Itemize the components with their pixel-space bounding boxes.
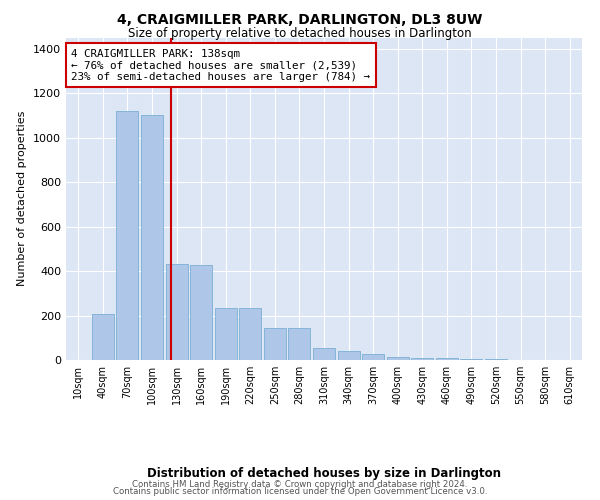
Text: 4 CRAIGMILLER PARK: 138sqm
← 76% of detached houses are smaller (2,539)
23% of s: 4 CRAIGMILLER PARK: 138sqm ← 76% of deta… xyxy=(71,49,370,82)
Bar xyxy=(141,116,163,360)
Bar xyxy=(215,308,237,360)
Text: 4, CRAIGMILLER PARK, DARLINGTON, DL3 8UW: 4, CRAIGMILLER PARK, DARLINGTON, DL3 8UW xyxy=(118,12,482,26)
Text: Contains public sector information licensed under the Open Government Licence v3: Contains public sector information licen… xyxy=(113,487,487,496)
Bar xyxy=(289,328,310,360)
Bar xyxy=(436,358,458,360)
Bar xyxy=(485,359,507,360)
Bar xyxy=(338,351,359,360)
Bar xyxy=(264,328,286,360)
Bar xyxy=(92,314,114,360)
X-axis label: Distribution of detached houses by size in Darlington: Distribution of detached houses by size … xyxy=(147,466,501,479)
Bar xyxy=(313,348,335,360)
Text: Contains HM Land Registry data © Crown copyright and database right 2024.: Contains HM Land Registry data © Crown c… xyxy=(132,480,468,489)
Bar xyxy=(460,359,482,360)
Bar xyxy=(362,354,384,360)
Bar xyxy=(166,264,188,360)
Bar xyxy=(239,308,262,360)
Text: Size of property relative to detached houses in Darlington: Size of property relative to detached ho… xyxy=(128,28,472,40)
Bar xyxy=(190,266,212,360)
Y-axis label: Number of detached properties: Number of detached properties xyxy=(17,111,28,286)
Bar xyxy=(386,356,409,360)
Bar xyxy=(116,111,139,360)
Bar xyxy=(411,358,433,360)
